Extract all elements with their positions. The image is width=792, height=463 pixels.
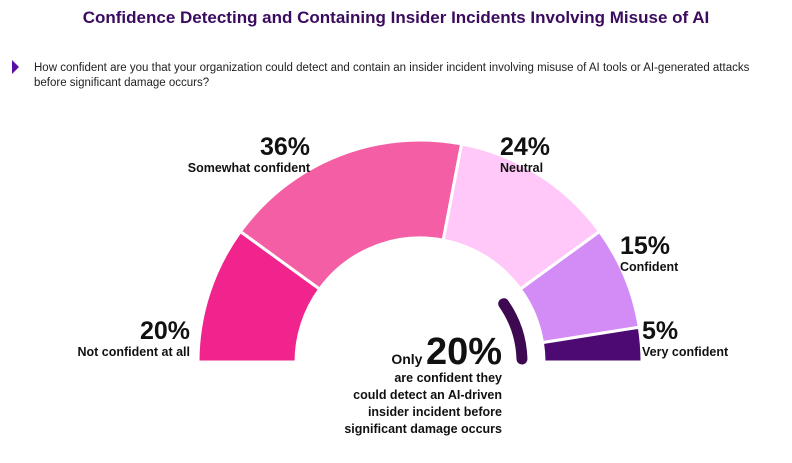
slice-very-confident <box>540 325 644 364</box>
category-label-very-confident: Very confident <box>642 345 729 359</box>
label-confident: 15% Confident <box>620 233 678 275</box>
category-label-confident: Confident <box>620 260 679 274</box>
category-label-neutral: Neutral <box>500 161 544 175</box>
value-label-very-confident: 5% <box>642 317 679 345</box>
callout-line-2: could detect an AI-driven <box>353 388 502 402</box>
callout-line-4: significant damage occurs <box>344 422 502 436</box>
value-label-somewhat-confident: 36% <box>259 133 310 161</box>
value-label-neutral: 24% <box>500 133 551 161</box>
label-very-confident: 5% Very confident <box>642 318 728 360</box>
label-neutral: 24% Neutral <box>500 134 550 176</box>
callout-prefix: Only <box>391 351 423 367</box>
callout-line-3: insider incident before <box>367 405 502 419</box>
survey-question: How confident are you that your organiza… <box>34 62 750 89</box>
category-label-not-confident: Not confident at all <box>77 345 191 359</box>
callout-value: 20% <box>425 331 502 373</box>
highlight-arc <box>498 298 528 365</box>
slice-somewhat-confident <box>238 138 464 291</box>
callout: Only 20% are confident they could detect… <box>270 331 502 438</box>
category-label-somewhat-confident: Somewhat confident <box>187 161 310 175</box>
value-label-confident: 15% <box>620 232 671 260</box>
triangle-marker-icon <box>12 60 19 74</box>
value-label-not-confident: 20% <box>139 317 190 345</box>
callout-line-1: are confident they <box>394 371 502 385</box>
label-not-confident: 20% Not confident at all <box>54 317 191 360</box>
chart-title: Confidence Detecting and Containing Insi… <box>82 8 710 27</box>
label-somewhat-confident: 36% Somewhat confident <box>160 134 310 176</box>
